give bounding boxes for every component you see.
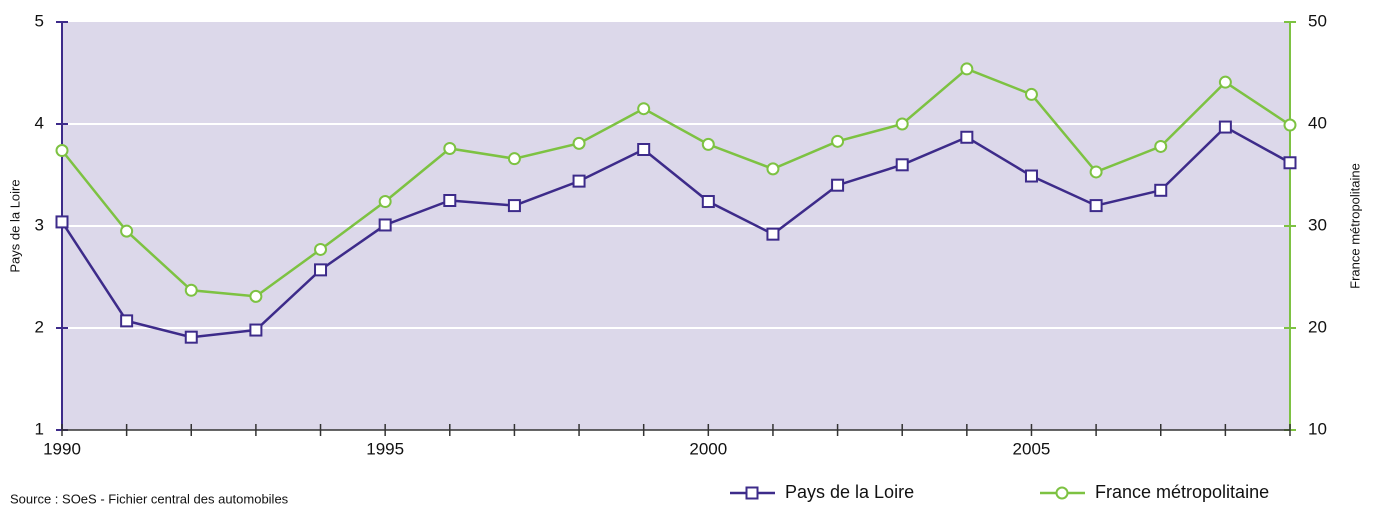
marker <box>120 314 134 328</box>
marker <box>960 130 974 144</box>
marker <box>701 137 715 151</box>
x-tick-label: 1990 <box>43 439 81 458</box>
series-line <box>60 125 1291 339</box>
marker <box>766 227 780 241</box>
marker <box>831 178 845 192</box>
marker <box>1024 169 1038 183</box>
y-tick-label: 1 <box>35 419 44 438</box>
marker <box>314 263 328 277</box>
x-tick-label: 1995 <box>366 439 404 458</box>
y-tick-label: 2 <box>35 317 44 336</box>
marker <box>637 102 651 116</box>
y-tick-label: 4 <box>35 113 44 132</box>
y-axis-label: Pays de la Loire <box>7 179 22 272</box>
marker <box>895 158 909 172</box>
marker <box>55 215 69 229</box>
series-line <box>61 67 1291 298</box>
y2-tick-label: 40 <box>1308 113 1327 132</box>
marker <box>895 117 909 131</box>
marker <box>443 194 457 207</box>
source: Source : SOeS - Fichier central des auto… <box>10 491 289 506</box>
marker <box>1024 87 1038 101</box>
marker <box>249 323 263 337</box>
marker <box>184 330 198 344</box>
marker <box>378 195 392 209</box>
marker <box>314 242 328 256</box>
marker <box>1218 120 1232 134</box>
marker <box>1154 183 1168 197</box>
y-tick-label: 5 <box>35 11 44 30</box>
marker <box>1089 165 1103 179</box>
marker <box>572 136 586 150</box>
marker <box>1218 75 1232 89</box>
marker <box>960 62 974 76</box>
marker <box>249 289 263 303</box>
marker <box>443 141 457 155</box>
marker <box>55 144 69 158</box>
legend-label: France métropolitaine <box>1095 482 1269 502</box>
y2-tick-label: 30 <box>1308 215 1327 234</box>
marker <box>120 224 134 238</box>
marker <box>572 174 586 188</box>
legend-marker <box>745 486 759 500</box>
marker <box>831 134 845 148</box>
y2-axis-label: France métropolitaine <box>1347 163 1362 289</box>
y2-tick-label: 20 <box>1308 317 1327 336</box>
x-tick-label: 2005 <box>1013 439 1051 458</box>
marker <box>637 143 651 156</box>
marker <box>378 218 392 232</box>
marker <box>701 195 715 209</box>
y-tick-label: 3 <box>35 215 44 234</box>
legend-marker <box>1055 486 1069 500</box>
marker <box>1283 156 1297 170</box>
marker <box>766 162 780 176</box>
marker <box>184 283 198 297</box>
x-tick-label: 2000 <box>689 439 727 458</box>
marker <box>507 152 521 166</box>
marker <box>507 199 521 213</box>
y2-tick-label: 50 <box>1308 11 1327 30</box>
marker <box>1089 199 1103 213</box>
legend-label: Pays de la Loire <box>785 482 914 502</box>
y2-tick-label: 10 <box>1308 419 1327 438</box>
marker <box>1283 118 1297 132</box>
marker <box>1154 139 1168 153</box>
